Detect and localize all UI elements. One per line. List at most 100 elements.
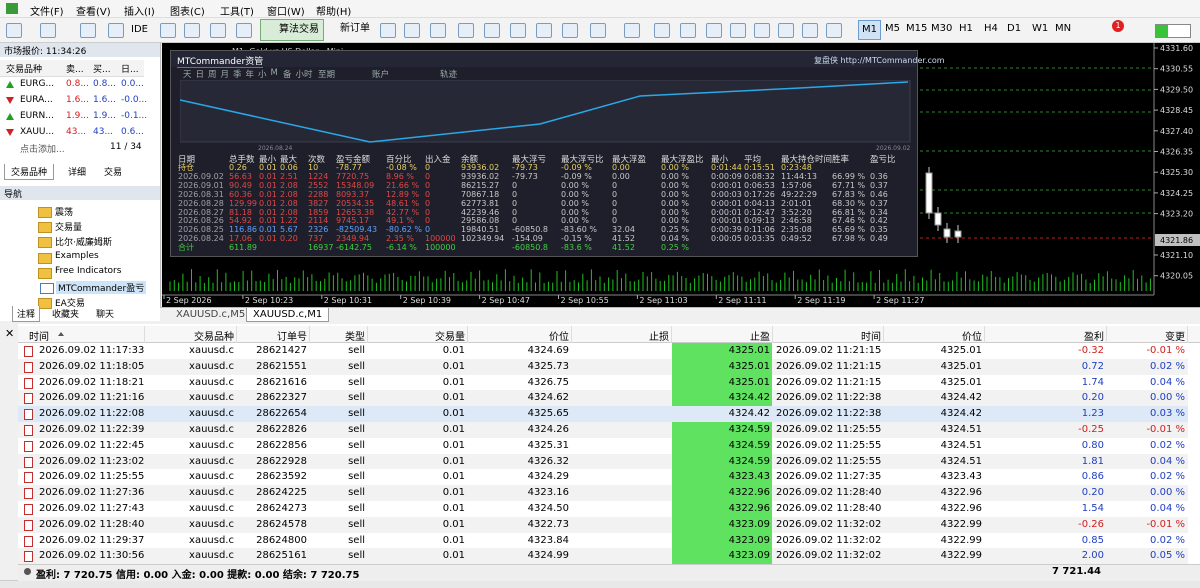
column-header[interactable]: 时间 <box>29 332 49 343</box>
chart-tab[interactable]: XAUUSD.c,M5 <box>176 309 246 320</box>
toolbar-icon[interactable] <box>430 23 446 38</box>
toolbar-icon[interactable] <box>80 23 96 38</box>
toolbar-icon[interactable] <box>108 23 124 38</box>
toolbar-icon[interactable] <box>778 23 794 38</box>
quote-cell[interactable]: 1.6... <box>66 95 89 105</box>
algo-trading-button[interactable]: 算法交易 <box>260 19 324 41</box>
commander-period-tab[interactable]: 季 <box>233 70 242 80</box>
toolbar-icon[interactable] <box>624 23 640 38</box>
toolbar-icon[interactable] <box>754 23 770 38</box>
toolbar-icon[interactable] <box>404 23 420 38</box>
column-header[interactable]: 买... <box>93 65 111 75</box>
toolbar-icon[interactable] <box>184 23 200 38</box>
toolbar-icon[interactable] <box>380 23 396 38</box>
panel-close[interactable] <box>148 44 156 54</box>
quote-cell[interactable]: 43... <box>66 127 87 137</box>
panel-tab[interactable]: 详细 <box>68 168 87 178</box>
timeframe-button[interactable]: W1 <box>1032 23 1049 34</box>
commander-site[interactable]: 复盘侠 http://MTCommander.com <box>814 56 945 65</box>
column-header[interactable]: 盈利 <box>1084 332 1104 343</box>
quote-cell[interactable]: EURA... <box>20 95 53 105</box>
column-header[interactable]: 订单号 <box>277 332 307 343</box>
tree-item[interactable]: Examples <box>55 250 99 261</box>
commander-period-tab[interactable]: 月 <box>220 70 230 80</box>
menu-item[interactable]: 图表(C) <box>170 7 205 18</box>
toolbar-icon[interactable] <box>562 23 578 38</box>
quote-cell[interactable]: -0.1... <box>121 111 148 121</box>
new-order-button[interactable]: 新订单 <box>340 23 370 34</box>
quote-cell[interactable]: 0.8... <box>66 79 89 89</box>
column-header[interactable]: 价位 <box>962 332 982 343</box>
add-symbol[interactable]: 点击添加... <box>20 145 65 155</box>
tree-item[interactable]: 比尔·威廉姆斯 <box>55 238 112 249</box>
timeframe-button[interactable]: M5 <box>885 23 900 34</box>
timeframe-button[interactable]: M15 <box>906 23 928 34</box>
toolbar-icon[interactable] <box>680 23 696 38</box>
toolbar-icon[interactable] <box>590 23 606 38</box>
quote-cell[interactable]: 0.0... <box>121 79 144 89</box>
quote-cell[interactable]: 1.6... <box>93 95 116 105</box>
menu-item[interactable]: 插入(I) <box>124 7 155 18</box>
column-header[interactable]: 止盈 <box>750 332 770 343</box>
notification-badge[interactable]: 1 <box>1112 20 1124 32</box>
column-header[interactable]: 交易量 <box>435 332 465 343</box>
quote-cell[interactable]: EURG... <box>20 79 55 89</box>
toolbar-icon[interactable] <box>458 23 474 38</box>
commander-period-tab[interactable]: 日 <box>195 70 205 80</box>
column-header[interactable]: 交易品种 <box>6 65 43 75</box>
quote-cell[interactable]: 43... <box>93 127 114 137</box>
commander-period-tab[interactable]: 天 <box>183 70 192 80</box>
toolbar-icon[interactable] <box>706 23 722 38</box>
toolbar-icon[interactable] <box>236 23 252 38</box>
commander-period-tab[interactable]: 小时 <box>295 70 313 80</box>
menu-item[interactable]: 查看(V) <box>76 7 111 18</box>
toolbar-icon[interactable] <box>826 23 842 38</box>
commander-period-tab[interactable]: 小 <box>258 70 267 80</box>
toolbar-icon[interactable] <box>536 23 552 38</box>
panel-tab[interactable]: 收藏夹 <box>52 310 80 320</box>
menu-item[interactable]: 窗口(W) <box>267 7 305 18</box>
menu-item[interactable]: 文件(F) <box>30 7 64 18</box>
commander-period-tab[interactable]: 周 <box>208 70 217 80</box>
commander-view-tab[interactable]: 账户 <box>372 70 390 80</box>
column-header[interactable]: 价位 <box>549 332 569 343</box>
toolbar-icon[interactable] <box>484 23 500 38</box>
timeframe-button[interactable]: H1 <box>959 23 973 34</box>
chart-tab[interactable]: XAUUSD.c,M1 <box>246 308 330 322</box>
timeframe-button[interactable]: D1 <box>1007 23 1022 34</box>
toolbar-icon[interactable] <box>210 23 226 38</box>
tree-item[interactable]: 交易量 <box>55 223 83 234</box>
toolbar-icon[interactable] <box>654 23 670 38</box>
menu-item[interactable]: 帮助(H) <box>316 7 352 18</box>
tree-item[interactable]: Free Indicators <box>55 265 122 276</box>
panel-tab[interactable]: 交易品种 <box>4 164 55 180</box>
close-icon[interactable]: ✕ <box>5 327 15 340</box>
quote-cell[interactable]: 1.9... <box>93 111 116 121</box>
quote-cell[interactable]: 0.8... <box>93 79 116 89</box>
column-header[interactable]: 类型 <box>345 332 365 343</box>
column-header[interactable]: 止损 <box>649 332 669 343</box>
quote-cell[interactable]: -0.0... <box>121 95 148 105</box>
timeframe-button[interactable]: M30 <box>931 23 953 34</box>
panel-tab[interactable]: 注释 <box>12 306 41 322</box>
quote-cell[interactable]: 0.6... <box>121 127 144 137</box>
toolbar-icon[interactable] <box>6 23 22 38</box>
toolbar-icon[interactable] <box>730 23 746 38</box>
panel-tab[interactable]: 聊天 <box>96 310 115 320</box>
commander-period-tab[interactable]: 至期 <box>318 70 336 80</box>
column-header[interactable]: 日... <box>121 65 139 75</box>
timeframe-button[interactable]: M1 <box>858 20 881 40</box>
commander-view-tab[interactable]: 轨迹 <box>440 70 458 80</box>
toolbar-icon[interactable] <box>160 23 176 38</box>
quote-cell[interactable]: EURN... <box>20 111 54 121</box>
quote-cell[interactable]: 1.9... <box>66 111 89 121</box>
commander-period-tab[interactable]: 备 <box>283 70 292 80</box>
ide-button[interactable]: IDE <box>131 24 148 35</box>
quote-cell[interactable]: XAUU... <box>20 127 55 137</box>
column-header[interactable]: 交易品种 <box>194 332 234 343</box>
column-header[interactable]: 卖... <box>66 65 84 75</box>
toolbar-icon[interactable] <box>510 23 526 38</box>
column-header[interactable]: 变更 <box>1165 332 1185 343</box>
toolbar-icon[interactable] <box>40 23 56 38</box>
menu-item[interactable]: 工具(T) <box>220 7 254 18</box>
